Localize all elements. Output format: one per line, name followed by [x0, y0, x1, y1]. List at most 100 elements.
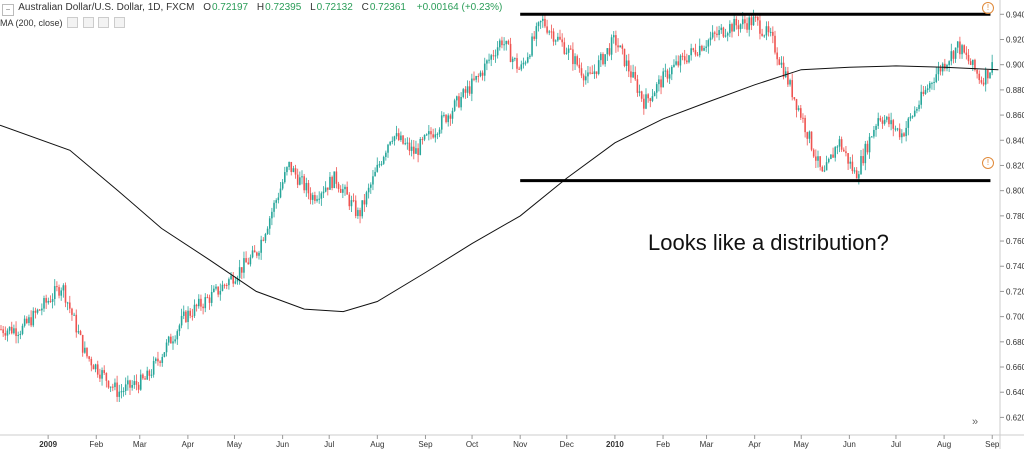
candle-body [335, 171, 338, 184]
candle-body [165, 342, 168, 353]
candle-body [868, 136, 871, 153]
candle-body [750, 17, 753, 26]
candle-body [131, 385, 133, 388]
candle-body [860, 156, 862, 175]
candle-body [782, 62, 785, 78]
candle-body [271, 211, 273, 219]
y-tick-label: 0.70000 [1006, 313, 1024, 322]
candle-body [251, 250, 254, 258]
x-tick-label: Jul [324, 440, 334, 449]
candle-body [658, 79, 660, 85]
candle-body [64, 285, 67, 303]
candle-body [918, 104, 920, 109]
chart-header: − Australian Dollar/U.S. Dollar, 1D, FXC… [0, 0, 1000, 16]
y-tick-label: 0.68000 [1006, 338, 1024, 347]
candle-body [311, 195, 314, 200]
candle-body [821, 166, 824, 172]
candle-body [436, 133, 439, 135]
candle-body [187, 310, 189, 323]
candle-body [776, 52, 778, 60]
indicator-label[interactable]: MA (200, close) [0, 18, 63, 28]
indicator-visibility-icon[interactable] [67, 17, 79, 28]
x-tick-label: Sep [985, 440, 1000, 449]
candle-body [438, 129, 441, 134]
scroll-to-latest-icon[interactable]: » [971, 416, 979, 428]
low-label: L [310, 2, 316, 13]
candle-body [668, 74, 671, 79]
candle-body [640, 91, 643, 99]
candle-body [802, 117, 804, 119]
candle-body [152, 360, 155, 375]
candle-body [408, 142, 411, 151]
candle-body [101, 370, 103, 379]
candle-body [688, 55, 690, 63]
candle-body [516, 58, 518, 69]
candle-body [266, 228, 269, 235]
candle-body [453, 100, 456, 111]
candle-body [535, 26, 538, 39]
collapse-legend-icon[interactable]: − [2, 4, 14, 16]
candle-body [180, 315, 183, 326]
price-alert-icon[interactable]: ! [982, 157, 994, 169]
candle-body [139, 374, 142, 390]
candle-body [471, 78, 473, 94]
candle-body [752, 16, 755, 26]
candle-body [28, 317, 30, 323]
candle-body [600, 53, 602, 61]
y-tick-label: 0.62000 [1006, 413, 1024, 422]
candle-body [378, 164, 381, 166]
candle-body [176, 331, 179, 340]
indicator-more-icon[interactable] [113, 17, 125, 28]
candle-body [533, 36, 535, 39]
candle-body [741, 19, 744, 25]
candle-body [324, 187, 327, 192]
candle-body [748, 17, 750, 30]
candle-body [574, 56, 576, 65]
candle-body [8, 326, 11, 331]
candle-body [664, 70, 667, 72]
symbol-title[interactable]: Australian Dollar/U.S. Dollar, 1D, FXCM [18, 2, 195, 13]
candle-body [619, 45, 621, 48]
candle-body [694, 50, 697, 55]
candle-body [978, 73, 981, 81]
candle-body [337, 183, 340, 189]
high-value: 0.72395 [265, 2, 302, 13]
candle-body [73, 314, 75, 316]
candle-body [43, 298, 45, 309]
candle-body [262, 239, 265, 241]
candle-body [767, 26, 770, 33]
candle-body [754, 16, 757, 18]
candle-body [161, 356, 164, 363]
candle-body [370, 184, 372, 188]
candle-body [260, 239, 262, 253]
candle-body [739, 24, 742, 30]
candle-body [563, 42, 566, 54]
candle-body [503, 44, 505, 46]
indicator-settings-icon[interactable] [82, 17, 94, 28]
candle-body [331, 176, 333, 189]
candle-body [606, 48, 609, 55]
annotation-text[interactable]: Looks like a distribution? [648, 230, 889, 255]
candle-body [361, 200, 363, 217]
candle-body [628, 60, 630, 72]
alert-icon[interactable]: ! [982, 2, 994, 14]
candle-body [840, 139, 843, 150]
candle-body [133, 381, 136, 386]
candle-body [722, 27, 725, 37]
candle-body [60, 290, 62, 296]
candle-body [363, 200, 366, 205]
candle-body [593, 71, 596, 74]
candle-body [185, 311, 187, 323]
indicator-close-icon[interactable] [98, 17, 110, 28]
ma-200-line [0, 65, 999, 313]
candle-body [127, 380, 129, 385]
candle-body [348, 194, 351, 207]
candle-body [757, 17, 759, 21]
candle-body [314, 195, 316, 201]
candle-body [638, 91, 641, 93]
candle-body [572, 49, 574, 65]
candle-body [838, 139, 841, 147]
candle-body [228, 279, 230, 286]
